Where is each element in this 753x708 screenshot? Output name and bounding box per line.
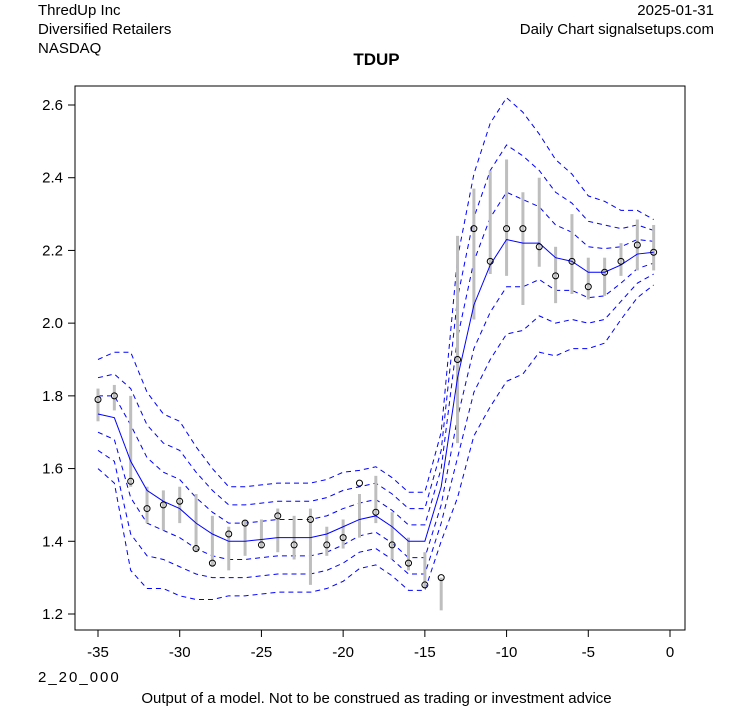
x-tick-label: -15 xyxy=(414,644,436,661)
y-tick-label: 2.6 xyxy=(42,97,63,114)
band-line-lower1 xyxy=(97,262,654,560)
fit-line xyxy=(97,238,654,542)
exchange: NASDAQ xyxy=(38,40,102,57)
close-point xyxy=(519,225,527,233)
close-point xyxy=(110,392,118,400)
close-point xyxy=(355,479,363,487)
y-tick-label: 2.2 xyxy=(42,242,63,259)
chart-title: TDUP xyxy=(353,50,400,69)
close-point xyxy=(650,248,658,256)
close-point xyxy=(306,515,314,523)
x-tick-label: -25 xyxy=(251,644,273,661)
close-point xyxy=(437,574,445,582)
close-point xyxy=(421,581,429,589)
close-point xyxy=(454,356,462,363)
band-line-lower3 xyxy=(97,284,654,600)
close-point xyxy=(225,530,233,538)
close-point xyxy=(372,508,380,516)
y-tick-label: 1.8 xyxy=(42,388,63,405)
close-point xyxy=(176,497,184,505)
close-point xyxy=(94,395,102,403)
disclaimer: Output of a model. Not to be construed a… xyxy=(141,690,612,707)
close-point xyxy=(470,225,478,233)
close-point xyxy=(535,243,543,251)
close-point xyxy=(127,477,135,485)
close-point xyxy=(405,559,413,567)
close-point xyxy=(323,541,331,549)
close-point xyxy=(192,545,200,553)
close-point xyxy=(274,512,282,520)
chart-date: 2025-01-31 xyxy=(637,2,714,19)
close-point xyxy=(486,257,494,265)
band-line-upper1 xyxy=(98,191,654,526)
sector: Diversified Retailers xyxy=(38,21,172,38)
y-tick-label: 1.2 xyxy=(42,606,63,623)
x-tick-label: -10 xyxy=(496,644,518,661)
close-point xyxy=(388,541,396,549)
x-tick-label: -5 xyxy=(582,644,595,661)
close-point xyxy=(584,283,592,291)
y-tick-label: 1.6 xyxy=(42,461,63,478)
model-code: 2_20_000 xyxy=(38,669,121,686)
band-line-upper2 xyxy=(97,144,654,510)
chart-source: Daily Chart signalsetups.com xyxy=(519,21,714,38)
close-point xyxy=(208,559,216,567)
close-point xyxy=(159,501,167,509)
band-line-upper3 xyxy=(97,96,654,493)
close-point xyxy=(552,272,560,280)
close-point xyxy=(633,241,641,249)
close-point xyxy=(241,519,249,527)
close-point xyxy=(503,225,511,233)
x-tick-label: -30 xyxy=(169,644,191,661)
close-point xyxy=(290,541,298,549)
close-point xyxy=(143,505,151,513)
company-name: ThredUp Inc xyxy=(38,2,121,19)
close-point xyxy=(601,268,609,276)
y-tick-label: 2.0 xyxy=(42,315,63,332)
close-point xyxy=(339,534,347,542)
x-tick-label: -35 xyxy=(87,644,109,661)
y-tick-label: 1.4 xyxy=(42,533,63,550)
plot-frame xyxy=(74,85,686,631)
x-tick-label: 0 xyxy=(666,644,674,661)
close-point xyxy=(257,541,265,549)
x-tick-label: -20 xyxy=(332,644,354,661)
y-tick-label: 2.4 xyxy=(42,170,63,187)
close-point xyxy=(617,257,625,265)
close-point xyxy=(568,257,576,265)
band-line-lower2 xyxy=(97,273,654,579)
